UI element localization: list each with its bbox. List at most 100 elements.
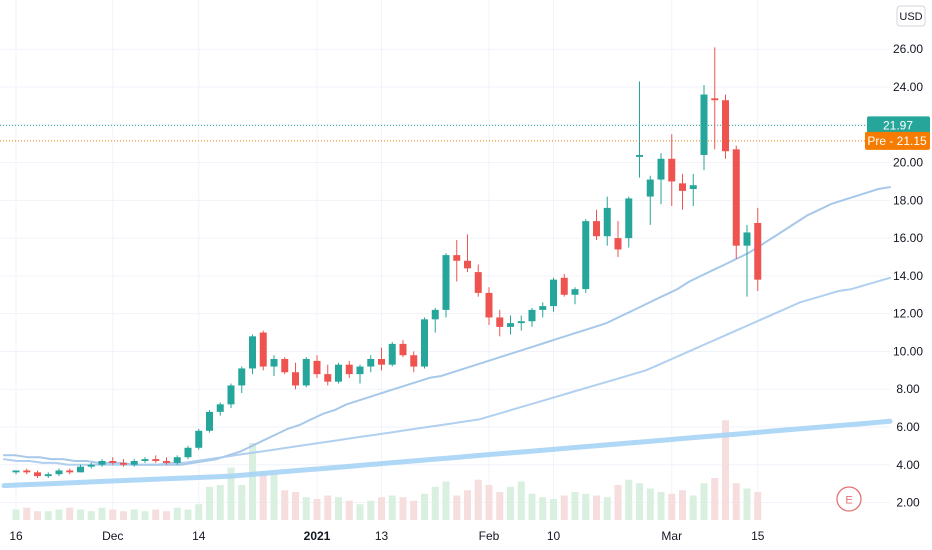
candle-body xyxy=(270,359,278,367)
candle xyxy=(216,402,224,416)
candle-body xyxy=(571,289,579,295)
candle xyxy=(464,234,471,273)
candle-body xyxy=(66,470,74,473)
candle xyxy=(66,468,74,475)
volume-bar xyxy=(636,483,643,520)
candle-body xyxy=(399,343,407,356)
candle xyxy=(603,196,611,246)
candle xyxy=(722,94,729,159)
volume-bars xyxy=(12,420,762,520)
candle-body xyxy=(496,317,504,327)
x-tick-label: 14 xyxy=(192,529,206,543)
moving-average-mid xyxy=(3,276,891,466)
price-axis[interactable]: 2.00 4.00 6.00 8.00 10.00 12.00 14.00 16.00 18.0… xyxy=(893,42,923,509)
volume-bar xyxy=(77,509,84,520)
candle xyxy=(700,85,708,171)
candle xyxy=(77,464,84,473)
candle xyxy=(689,173,697,206)
candle-body xyxy=(163,461,170,463)
last-price-label: 21.97 xyxy=(867,116,930,135)
volume-bar xyxy=(732,483,740,520)
candle-body xyxy=(410,355,418,367)
candle-body xyxy=(431,309,439,320)
candle xyxy=(550,277,557,312)
candle-body xyxy=(367,359,375,367)
volume-bar xyxy=(410,500,418,520)
volume-bar xyxy=(34,511,41,520)
volume-bar xyxy=(356,504,364,520)
candle-body xyxy=(614,238,622,250)
candle-body xyxy=(324,374,332,382)
volume-bar xyxy=(378,497,385,520)
candle xyxy=(259,330,267,371)
currency-label: USD xyxy=(899,11,922,23)
candle-body xyxy=(281,359,289,373)
volume-bar xyxy=(399,497,407,520)
volume-bar xyxy=(335,497,342,520)
candle-body xyxy=(130,461,138,465)
volume-bar xyxy=(195,504,203,520)
volume-bar xyxy=(66,507,74,520)
candle xyxy=(657,153,665,205)
candle xyxy=(130,459,138,467)
time-axis[interactable]: 16 Dec 14 2021 13 Feb 10 Mar 15 xyxy=(9,529,764,543)
volume-bar xyxy=(571,492,579,520)
earnings-marker[interactable]: E xyxy=(836,486,862,512)
moving-average-slow xyxy=(1,418,893,489)
volume-bar xyxy=(722,420,729,520)
candle xyxy=(12,470,20,475)
candle-body xyxy=(77,466,84,473)
volume-bar xyxy=(206,486,213,520)
candle xyxy=(281,357,289,375)
candle-body xyxy=(259,332,267,367)
x-tick-label: 10 xyxy=(547,529,561,543)
candle-body xyxy=(754,223,762,280)
candle-body xyxy=(173,457,181,463)
currency-button[interactable]: USD xyxy=(896,5,926,27)
candle xyxy=(98,459,106,467)
candle-body xyxy=(517,321,525,324)
volume-bar xyxy=(614,485,622,520)
candle xyxy=(453,240,461,282)
candle xyxy=(238,366,246,393)
candle-body xyxy=(120,462,127,465)
candle xyxy=(184,445,192,460)
volume-bar xyxy=(313,499,321,520)
candle-body xyxy=(657,158,665,180)
candle-body xyxy=(378,359,385,365)
y-tick-label: 4.00 xyxy=(896,458,920,472)
volume-bar xyxy=(603,497,611,520)
candle-body xyxy=(474,272,482,293)
candle-body xyxy=(44,474,52,477)
volume-bar xyxy=(700,483,708,520)
x-tick-label: 2021 xyxy=(304,529,331,543)
candle-body xyxy=(206,411,213,431)
candle xyxy=(399,340,407,358)
y-tick-label: 8.00 xyxy=(896,382,920,396)
volume-bar xyxy=(259,471,267,520)
x-tick-label: 15 xyxy=(751,529,765,543)
volume-bar xyxy=(44,511,52,520)
candle-body xyxy=(732,149,740,246)
candle xyxy=(582,219,590,293)
volume-bar xyxy=(12,509,20,520)
volume-bar xyxy=(485,485,493,520)
candle-body xyxy=(464,260,471,269)
candle xyxy=(109,457,117,465)
volume-bar xyxy=(442,481,450,520)
candle-body xyxy=(227,385,235,405)
y-tick-label: 16.00 xyxy=(893,231,923,245)
candle-body xyxy=(636,155,643,157)
volume-bar xyxy=(141,511,149,520)
candle-body xyxy=(560,277,568,295)
candle-body xyxy=(593,221,600,237)
volume-bar xyxy=(657,492,665,520)
candle xyxy=(571,287,579,305)
volume-bar xyxy=(98,507,106,520)
volume-bar xyxy=(474,479,482,520)
y-tick-label: 12.00 xyxy=(893,307,923,321)
candle xyxy=(378,347,385,371)
candle-body xyxy=(23,470,31,473)
